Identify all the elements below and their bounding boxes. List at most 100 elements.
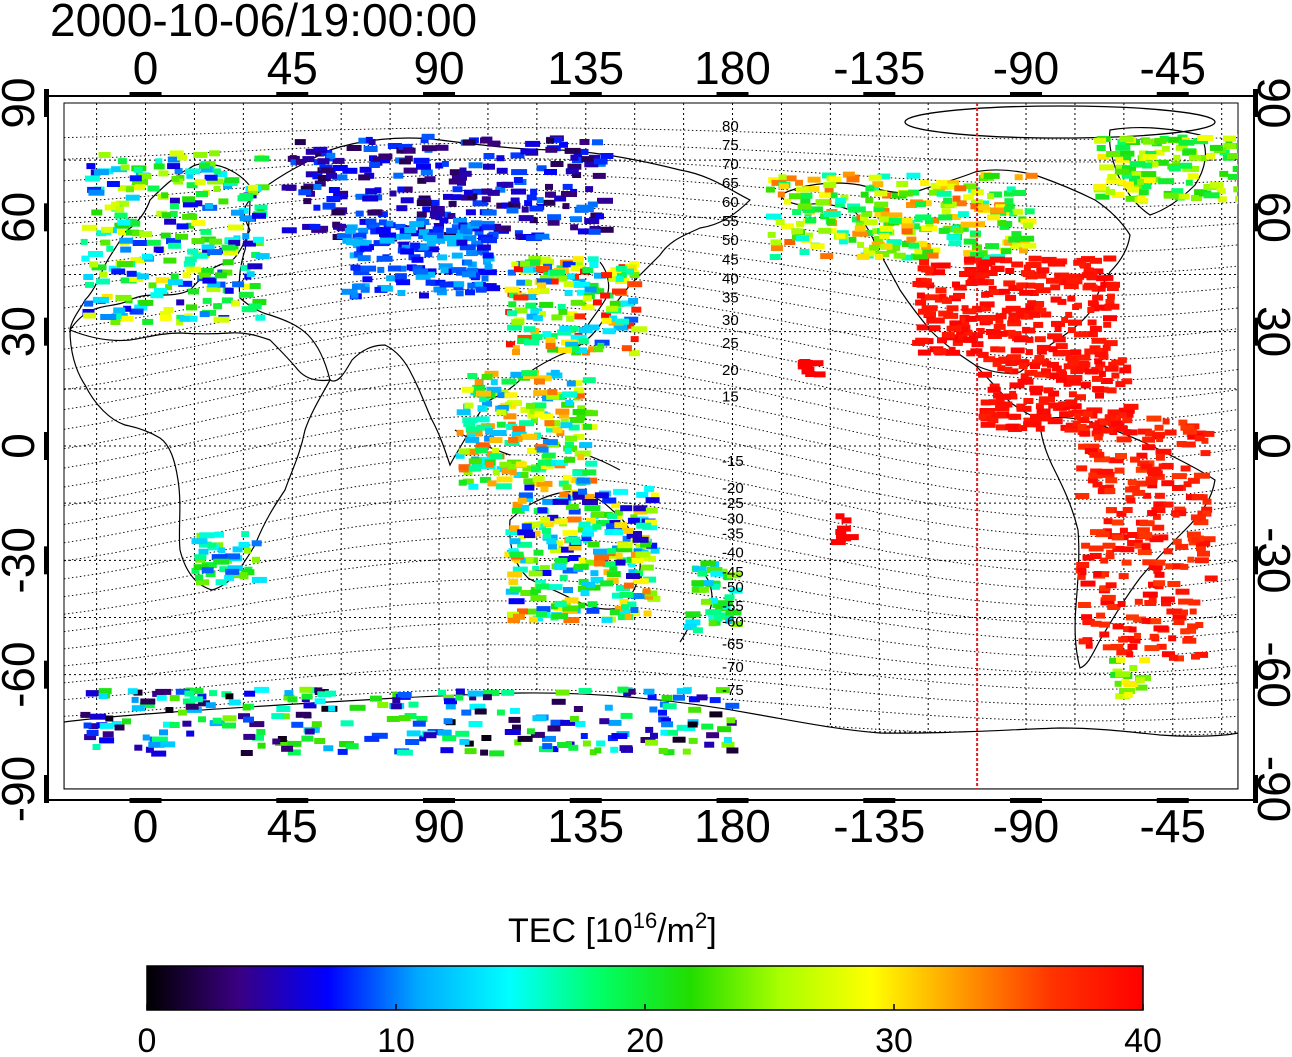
tec-cell	[1112, 545, 1125, 552]
tec-cell	[692, 566, 707, 573]
tec-cell	[991, 412, 1007, 419]
tec-cell	[346, 145, 362, 151]
tec-cell	[1043, 387, 1054, 394]
tec-cell	[1178, 139, 1195, 146]
tec-cell	[574, 338, 583, 345]
tec-cell	[1092, 294, 1104, 301]
tec-cell	[525, 140, 541, 147]
tec-cell	[1155, 159, 1169, 166]
tec-cell	[726, 747, 739, 754]
contour-label: 60	[722, 194, 739, 211]
tec-cell	[1235, 195, 1238, 202]
tec-cell	[532, 530, 541, 537]
tec-cell	[232, 546, 243, 553]
tec-cell	[1180, 563, 1189, 570]
tec-cell	[290, 159, 298, 166]
tec-cell	[564, 290, 573, 296]
tec-cell	[616, 271, 627, 278]
tec-cell	[1174, 655, 1184, 662]
tec-cell	[938, 214, 953, 221]
contour-label: -65	[722, 636, 744, 653]
tec-cell	[926, 282, 935, 289]
bottom-lon-tick-label: 135	[547, 800, 624, 852]
tec-cell	[328, 187, 340, 193]
tec-cell	[919, 241, 928, 248]
tec-cell	[802, 206, 815, 213]
tec-cell	[645, 497, 660, 504]
tec-cell	[574, 313, 586, 320]
tec-cell	[600, 292, 611, 299]
tec-cell	[627, 601, 637, 608]
tec-cell	[1047, 418, 1063, 425]
tec-cell	[201, 244, 215, 251]
tec-cell	[578, 602, 586, 609]
tec-cell	[724, 594, 735, 601]
tec-cell	[874, 236, 884, 242]
tec-cell	[526, 235, 542, 242]
tec-cell	[946, 325, 962, 332]
tec-cell	[151, 736, 168, 743]
tec-cell	[590, 288, 605, 295]
tec-cell	[604, 529, 618, 535]
tec-cell	[207, 281, 221, 288]
tec-cell	[399, 265, 407, 272]
tec-cell	[1102, 542, 1116, 549]
tec-cell	[222, 715, 237, 722]
bottom-lon-tick-label: -45	[1140, 800, 1206, 852]
tec-cell	[530, 731, 545, 738]
tec-region	[80, 150, 270, 326]
tec-cell	[547, 214, 562, 221]
tec-cell	[988, 285, 997, 292]
tec-cell	[160, 741, 176, 748]
tec-cell	[214, 272, 227, 279]
tec-cell	[120, 315, 134, 322]
tec-cell	[214, 531, 224, 538]
tec-cell	[920, 180, 930, 187]
tec-cell	[403, 147, 414, 154]
tec-cell	[996, 346, 1006, 353]
tec-cell	[565, 168, 579, 175]
tec-cell	[1029, 311, 1040, 318]
tec-cell	[958, 326, 969, 333]
tec-cell	[242, 240, 256, 247]
tec-cell	[1127, 532, 1137, 538]
tec-cell	[485, 461, 494, 468]
tec-cell	[430, 206, 445, 212]
tec-cell	[448, 178, 458, 185]
tec-cell	[803, 186, 820, 193]
tec-cell	[1086, 407, 1103, 414]
tec-cell	[589, 154, 600, 161]
tec-cell	[572, 172, 582, 178]
tec-cell	[1106, 293, 1115, 300]
tec-cell	[835, 197, 847, 204]
tec-cell	[928, 247, 941, 254]
tec-cell	[1195, 545, 1206, 552]
tec-cell	[636, 522, 652, 529]
tec-cell	[386, 716, 400, 722]
tec-cell	[1114, 680, 1122, 687]
tec-cell	[90, 713, 107, 720]
tec-cell	[562, 261, 576, 268]
contour-label: 70	[722, 156, 739, 173]
tec-cell	[1005, 294, 1017, 301]
tec-cell	[503, 413, 517, 420]
tec-cell	[981, 410, 996, 417]
tec-observations	[80, 133, 1238, 757]
tec-cell	[483, 153, 495, 159]
tec-cell	[1194, 472, 1210, 479]
tec-cell	[295, 711, 311, 718]
tec-cell	[1051, 320, 1065, 327]
tec-cell	[182, 201, 198, 208]
tec-cell	[542, 439, 558, 446]
tec-cell	[626, 573, 640, 579]
tec-cell	[526, 608, 539, 615]
tec-cell	[933, 348, 947, 355]
tec-cell	[488, 231, 499, 238]
tec-cell	[920, 266, 934, 273]
tec-cell	[476, 416, 490, 423]
tec-cell	[587, 256, 599, 263]
tec-cell	[1052, 336, 1066, 343]
tec-cell	[1227, 153, 1238, 159]
tec-cell	[530, 417, 538, 424]
tec-cell	[110, 319, 121, 325]
